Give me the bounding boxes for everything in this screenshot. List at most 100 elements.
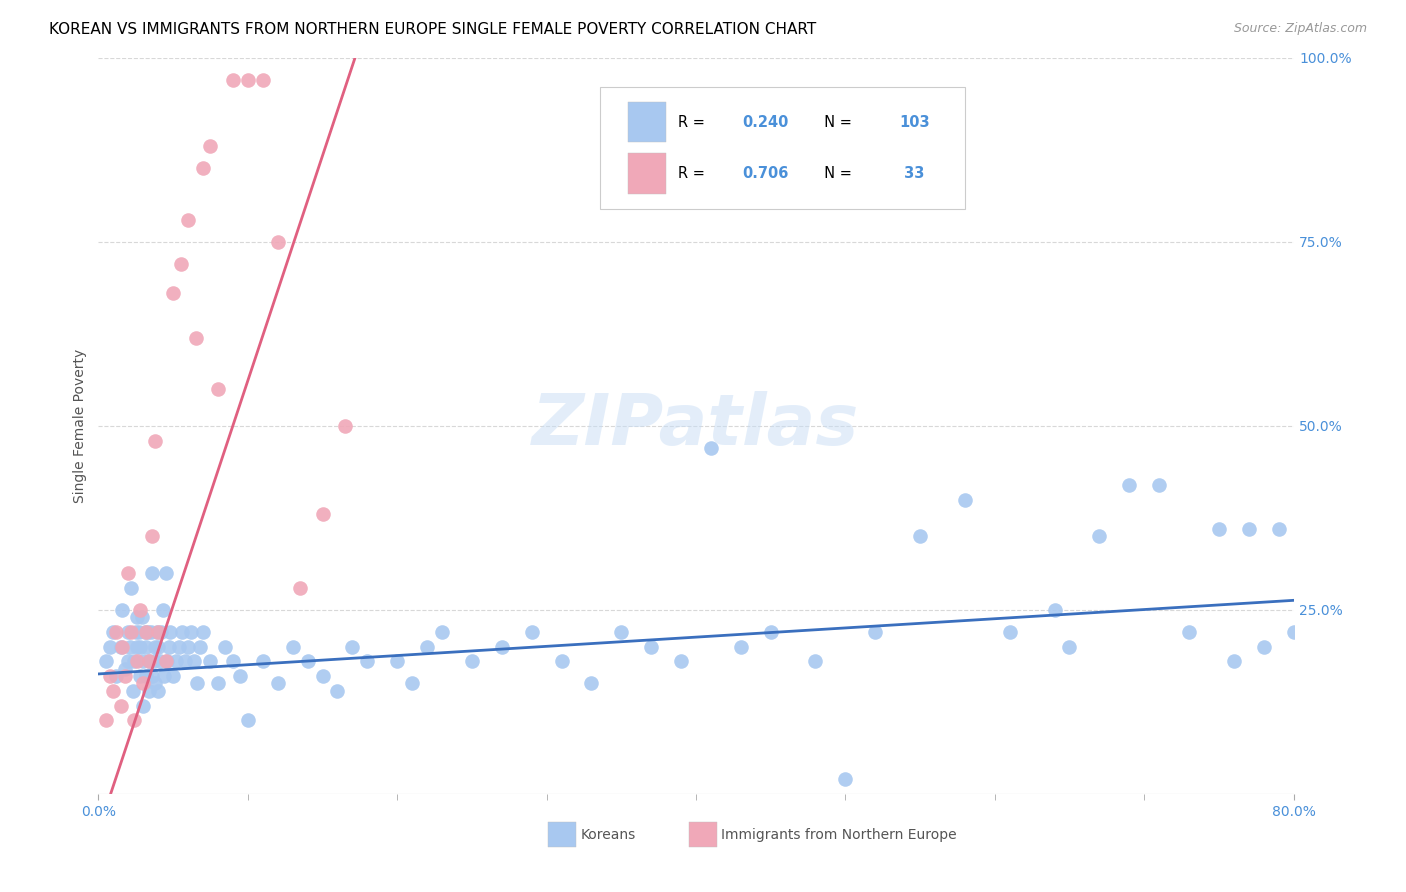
Point [157, 640, 180, 654]
Point [138, 655, 160, 669]
Point [610, 624, 633, 639]
Point [156, 655, 179, 669]
Point [222, 73, 245, 87]
Point [1237, 522, 1260, 536]
Point [188, 640, 211, 654]
Point [174, 655, 197, 669]
Point [759, 624, 782, 639]
Point [281, 640, 304, 654]
Point [132, 676, 155, 690]
Point [155, 566, 177, 581]
Point [98, 669, 122, 683]
Point [129, 603, 152, 617]
Point [908, 529, 931, 543]
Point [103, 683, 125, 698]
Point [252, 655, 274, 669]
Point [200, 139, 222, 153]
Point [145, 624, 167, 639]
Point [127, 640, 149, 654]
Point [1043, 603, 1066, 617]
Point [236, 714, 259, 728]
Point [94, 655, 117, 669]
Point [152, 603, 174, 617]
Point [143, 676, 166, 690]
Point [124, 655, 146, 669]
Text: 0.240: 0.240 [742, 114, 789, 129]
Point [111, 603, 134, 617]
Point [159, 624, 181, 639]
Point [214, 640, 236, 654]
Point [127, 655, 149, 669]
Point [141, 669, 163, 683]
FancyBboxPatch shape [628, 153, 666, 194]
Point [141, 529, 163, 543]
Point [105, 624, 128, 639]
Point [177, 212, 200, 227]
Point [129, 669, 152, 683]
Point [520, 624, 543, 639]
Point [148, 683, 170, 698]
Text: Source: ZipAtlas.com: Source: ZipAtlas.com [1233, 22, 1367, 36]
Point [153, 669, 176, 683]
Point [132, 698, 155, 713]
Y-axis label: Single Female Poverty: Single Female Poverty [73, 349, 87, 503]
Point [121, 683, 143, 698]
Point [149, 655, 172, 669]
Point [162, 286, 184, 301]
Point [191, 161, 214, 176]
Text: KOREAN VS IMMIGRANTS FROM NORTHERN EUROPE SINGLE FEMALE POVERTY CORRELATION CHAR: KOREAN VS IMMIGRANTS FROM NORTHERN EUROP… [49, 22, 817, 37]
Point [167, 640, 190, 654]
Point [804, 655, 827, 669]
FancyBboxPatch shape [600, 87, 965, 209]
Point [207, 382, 229, 396]
Point [998, 624, 1021, 639]
Point [141, 566, 163, 581]
Point [110, 698, 132, 713]
Point [134, 624, 156, 639]
Point [267, 676, 290, 690]
Point [297, 655, 319, 669]
Point [105, 669, 128, 683]
Point [103, 624, 125, 639]
Point [184, 330, 207, 344]
Point [700, 441, 723, 455]
Point [127, 610, 149, 624]
Point [1059, 640, 1081, 654]
Text: Immigrants from Northern Europe: Immigrants from Northern Europe [721, 828, 957, 842]
Point [129, 640, 152, 654]
Point [180, 624, 202, 639]
Point [124, 714, 146, 728]
Point [267, 235, 290, 249]
Point [142, 655, 165, 669]
Point [288, 581, 311, 595]
Point [94, 714, 117, 728]
Text: N =: N = [815, 114, 858, 129]
Point [491, 640, 513, 654]
Point [236, 73, 259, 87]
Point [953, 492, 976, 507]
Point [385, 655, 409, 669]
Point [356, 655, 378, 669]
Point [117, 624, 139, 639]
Point [114, 662, 136, 676]
Point [125, 624, 148, 639]
Point [730, 640, 752, 654]
Text: 33: 33 [900, 166, 925, 181]
Point [1282, 624, 1305, 639]
Point [135, 640, 157, 654]
Text: Koreans: Koreans [581, 828, 636, 842]
Point [333, 418, 356, 433]
Text: ZIPatlas: ZIPatlas [533, 392, 859, 460]
Text: R =: R = [678, 166, 710, 181]
Point [148, 624, 170, 639]
Point [117, 655, 139, 669]
Point [139, 624, 162, 639]
Point [865, 624, 887, 639]
Point [138, 683, 160, 698]
Point [401, 676, 423, 690]
Point [669, 655, 692, 669]
Point [461, 655, 484, 669]
Point [155, 655, 177, 669]
Point [111, 640, 134, 654]
Point [136, 624, 159, 639]
